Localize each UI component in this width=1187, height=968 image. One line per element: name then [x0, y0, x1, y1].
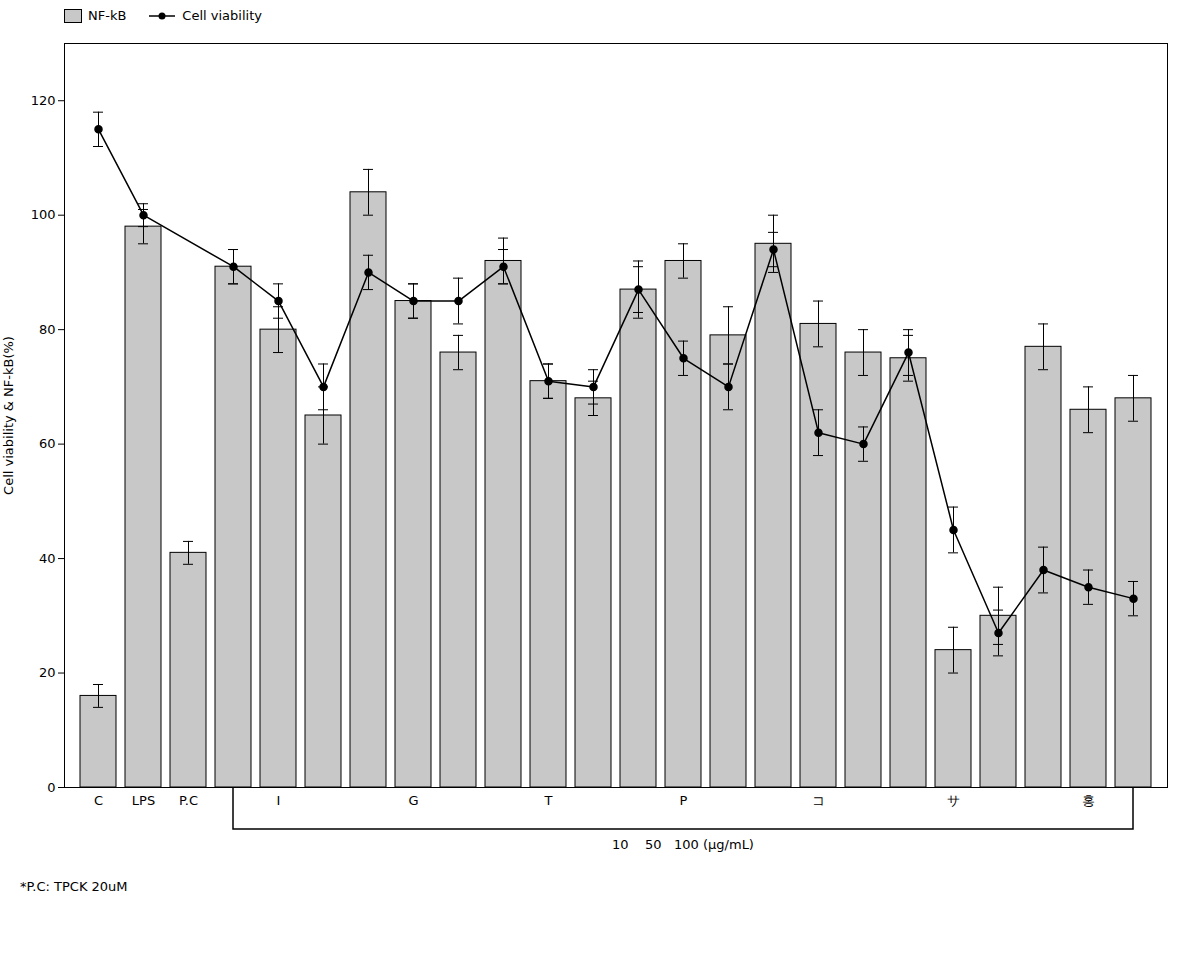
svg-text:C: C — [94, 793, 103, 808]
svg-text:サ: サ — [947, 793, 960, 808]
svg-text:홍: 홍 — [1082, 793, 1095, 808]
html-text:NF-kB: NF-kB — [88, 8, 127, 23]
svg-text:100: 100 — [31, 207, 56, 222]
svg-text:80: 80 — [39, 322, 56, 337]
svg-text:G: G — [408, 793, 418, 808]
svg-text:コ: コ — [812, 793, 825, 808]
svg-text:40: 40 — [39, 551, 56, 566]
html-text:*P.C: TPCK 20uM: *P.C: TPCK 20uM — [20, 879, 128, 894]
svg-text:I: I — [277, 793, 281, 808]
svg-text:120: 120 — [31, 93, 56, 108]
html-text:Cell viability: Cell viability — [182, 8, 262, 23]
svg-text:LPS: LPS — [132, 793, 155, 808]
svg-text:T: T — [544, 793, 553, 808]
svg-text:20: 20 — [39, 665, 56, 680]
svg-text:60: 60 — [39, 436, 56, 451]
svg-text:0: 0 — [47, 780, 55, 795]
svg-text:P: P — [680, 793, 688, 808]
svg-text:Cell viability & NF-kB(%): Cell viability & NF-kB(%) — [1, 336, 16, 495]
svg-text:10 50 100 (μg/mL): 10 50 100 (μg/mL) — [612, 837, 754, 852]
svg-text:P.C: P.C — [179, 793, 198, 808]
